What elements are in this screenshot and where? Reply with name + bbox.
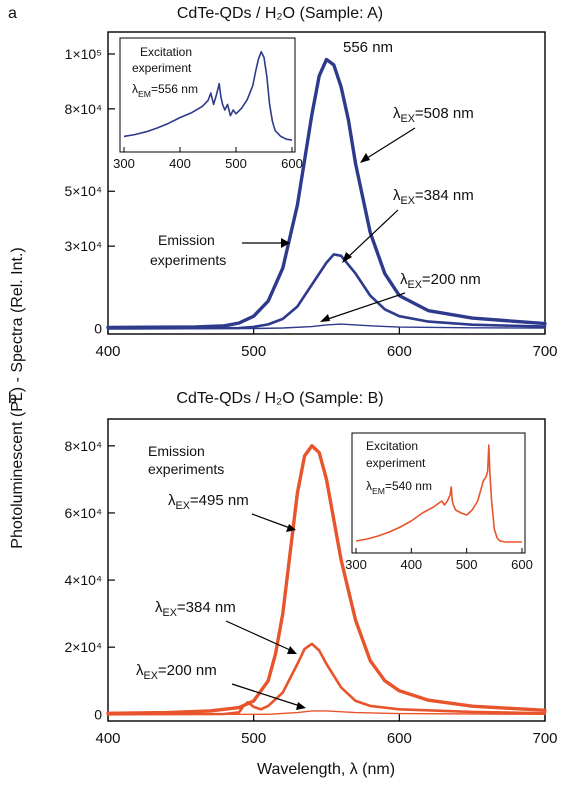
panel-b-y-tick-label: 6×10⁴ (64, 505, 102, 521)
panel-a-title: CdTe-QDs / H₂O (Sample: A) (177, 5, 383, 22)
panel-a-y-tick-label: 0 (94, 321, 102, 337)
panel-a-inset-x-ticks: 300 400 500 600 (113, 147, 303, 171)
panel-b-x-ticks: 400 500 600 700 (95, 714, 558, 747)
panel-b-emission-label-2: experiments (148, 461, 224, 477)
panel-b-inset-title-2: experiment (366, 456, 426, 470)
panel-b-inset-x-tick-label: 300 (345, 557, 367, 572)
panel-a-ex200-arrow (324, 292, 406, 321)
panel-a-y-tick-label: 8×10⁴ (64, 101, 102, 117)
panel-a-ex384-arrowhead (342, 252, 352, 263)
panel-b-title: CdTe-QDs / H₂O (Sample: B) (176, 390, 383, 407)
panel-b-series-3 (107, 710, 546, 715)
panel-b-y-tick-label: 0 (94, 706, 102, 722)
panel-a-x-ticks: 400 500 600 700 (95, 327, 558, 360)
panel-b-y-tick-label: 8×10⁴ (64, 438, 102, 454)
panel-a: a CdTe-QDs / H₂O (Sample: A) 400 500 600 70… (8, 5, 558, 360)
panel-a-ex384-label: λEX=384 nm (393, 187, 474, 207)
panel-a-x-tick-label: 700 (532, 343, 557, 360)
panel-a-y-ticks: 0 3×10⁴ 5×10⁴ 8×10⁴ 1×10⁵ (64, 46, 115, 337)
panel-b-inset-curve (355, 444, 522, 543)
panel-a-series-1 (106, 57, 547, 330)
panel-b-y-tick-label: 4×10⁴ (64, 572, 102, 588)
panel-b-series (106, 444, 547, 716)
panel-b-inset-x-tick-label: 400 (400, 557, 422, 572)
panel-b-inset-spectrum (355, 444, 522, 543)
panel-a-letter: a (8, 5, 17, 22)
panel-a-inset-title-2: experiment (132, 61, 192, 75)
panel-a-inset-title-1: Excitation (140, 45, 192, 59)
panel-a-y-tick-label: 3×10⁴ (64, 238, 102, 254)
panel-b-x-tick-label: 700 (532, 730, 557, 747)
panel-a-emission-label-1: Emission (158, 232, 215, 248)
panel-a-inset-x-tick-label: 500 (225, 156, 247, 171)
panel-b-x-tick-label: 600 (387, 730, 412, 747)
panel-b: b CdTe-QDs / H₂O (Sample: B) 400 500 600 70… (8, 390, 558, 747)
panel-b-ex495-arrow (251, 513, 291, 529)
panel-b-inset-title-1: Excitation (366, 439, 418, 453)
panel-a-ex508-arrowhead (360, 153, 370, 163)
panel-a-peak-label: 556 nm (343, 39, 393, 56)
panel-a-series-2 (106, 253, 547, 330)
panel-a-frame (107, 31, 546, 335)
panel-a-emission-label-2: experiments (150, 252, 226, 268)
panel-b-inset: Excitation experiment λEM=540 nm 300 400 5… (345, 432, 533, 572)
panel-a-y-tick-label: 5×10⁴ (64, 183, 102, 199)
panel-b-frame (107, 418, 546, 722)
panel-a-inset-x-tick-label: 300 (113, 156, 135, 171)
panel-a-ex508-label: λEX=508 nm (393, 105, 474, 125)
panel-a-x-tick-label: 400 (95, 343, 120, 360)
panel-b-emission-label-1: Emission (148, 443, 205, 459)
panel-b-ex384-label: λEX=384 nm (155, 599, 236, 619)
panel-b-ex384-arrow (225, 620, 291, 651)
panel-b-y-tick-label: 2×10⁴ (64, 639, 102, 655)
panel-a-inset-curve (123, 51, 293, 141)
panel-b-ex200-arrowhead (296, 702, 306, 710)
panel-a-inset-frame (119, 37, 296, 153)
panel-b-ex495-arrowhead (286, 524, 296, 532)
panel-a-inset-x-tick-label: 400 (169, 156, 191, 171)
panel-b-inset-x-tick-label: 600 (511, 557, 533, 572)
panel-a-inset-spectrum (123, 51, 293, 141)
panel-b-ex200-label: λEX=200 nm (136, 662, 217, 682)
panel-a-ex508-arrow (363, 127, 416, 161)
panel-b-y-ticks: 0 2×10⁴ 4×10⁴ 6×10⁴ 8×10⁴ (64, 438, 115, 722)
x-axis-label: Wavelength, λ (nm) (257, 761, 395, 778)
panel-a-inset: Excitation experiment λEM=556 nm 300 400 5… (113, 37, 303, 171)
panel-a-inset-title-3: λEM=556 nm (132, 82, 198, 99)
panel-a-series-3 (107, 323, 546, 330)
panel-a-x-tick-label: 500 (241, 343, 266, 360)
panel-a-series (106, 57, 547, 330)
panel-b-ex495-label: λEX=495 nm (168, 492, 249, 512)
panel-b-series-2 (106, 642, 547, 716)
panel-b-inset-title-3: λEM=540 nm (366, 479, 432, 496)
panel-a-inset-x-tick-label: 600 (281, 156, 303, 171)
panel-a-ex200-arrowhead (320, 314, 330, 322)
panel-a-ex384-arrow (346, 209, 399, 259)
panel-b-inset-x-tick-label: 500 (456, 557, 478, 572)
panel-a-ex200-label: λEX=200 nm (400, 271, 481, 291)
panel-b-x-tick-label: 500 (241, 730, 266, 747)
panel-b-letter: b (8, 390, 17, 407)
panel-b-x-tick-label: 400 (95, 730, 120, 747)
y-axis-label: Photoluminescent (PL) - Spectra (Rel. In… (9, 247, 26, 548)
panel-a-emission-arrowhead (281, 238, 290, 248)
panel-b-ex384-arrowhead (287, 646, 297, 654)
panel-b-ex200-arrow (231, 683, 301, 707)
panel-b-inset-x-ticks: 300 400 500 600 (345, 548, 533, 572)
panel-a-y-tick-label: 1×10⁵ (65, 46, 102, 62)
panel-a-x-tick-label: 600 (387, 343, 412, 360)
